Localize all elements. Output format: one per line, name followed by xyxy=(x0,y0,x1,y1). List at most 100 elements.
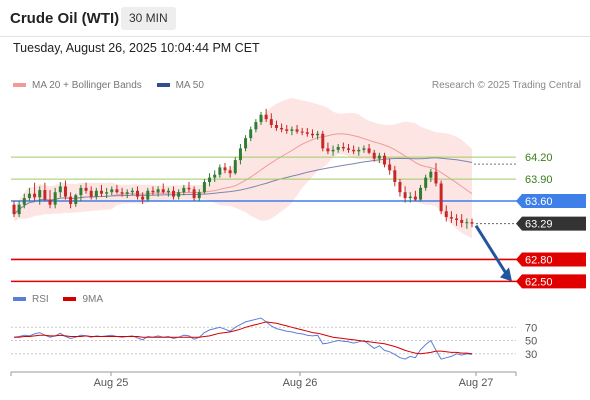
candle-body xyxy=(197,192,201,199)
candle-body xyxy=(388,164,392,171)
candle-body xyxy=(238,148,242,161)
level-label-resistance: 63.90 xyxy=(525,174,553,186)
candle-body xyxy=(465,222,469,224)
x-axis-label: Aug 27 xyxy=(459,377,494,389)
candle-body xyxy=(12,204,16,215)
candle-body xyxy=(17,204,21,215)
candle-body xyxy=(377,155,381,159)
candle-body xyxy=(326,148,330,152)
candle-body xyxy=(300,131,304,133)
candle-body xyxy=(295,129,299,132)
level-label-pivot: 63.60 xyxy=(525,196,553,208)
forecast-arrow-shaft xyxy=(474,224,508,275)
candle-body xyxy=(346,148,350,150)
rsi-legend: RSI 9MA xyxy=(13,294,115,305)
candle-body xyxy=(393,170,397,182)
candle-body xyxy=(439,183,443,212)
candle-body xyxy=(74,195,78,204)
candle-body xyxy=(372,152,376,159)
candle-body xyxy=(429,171,433,178)
copyright-label: Research © 2025 Trading Central xyxy=(431,80,581,91)
level-label-support: 62.50 xyxy=(525,276,553,288)
candle-body xyxy=(89,190,93,197)
candle-body xyxy=(120,192,124,194)
legend-item-rsi: RSI xyxy=(13,294,49,305)
ma50-line xyxy=(13,157,473,215)
candle-body xyxy=(264,114,268,120)
datetime-label: Tuesday, August 26, 2025 10:04:44 PM CET xyxy=(13,41,260,55)
candle-body xyxy=(269,119,273,125)
candle-body xyxy=(223,167,227,171)
candle-body xyxy=(105,192,109,194)
candle-body xyxy=(403,192,407,199)
candle-body xyxy=(84,187,88,191)
candle-body xyxy=(79,187,83,196)
level-tag-support xyxy=(516,252,586,267)
chart-legend: MA 20 + Bollinger Bands MA 50 xyxy=(13,80,216,91)
legend-item-9ma: 9MA xyxy=(63,294,103,305)
ma50-swatch xyxy=(156,83,170,88)
candle-body xyxy=(310,133,314,136)
candle-body xyxy=(161,189,165,193)
candle-body xyxy=(254,122,258,130)
legend-rsi-label: RSI xyxy=(32,294,49,305)
candle-body xyxy=(449,217,453,219)
candle-body xyxy=(156,189,160,193)
candle-body xyxy=(244,138,248,149)
rsi-swatch xyxy=(13,297,26,302)
candle-body xyxy=(22,198,26,205)
legend-item-ma20: MA 20 + Bollinger Bands xyxy=(13,80,142,91)
candle-body xyxy=(419,187,423,200)
candle-body xyxy=(208,177,212,182)
instrument-title: Crude Oil (WTI) xyxy=(10,10,120,27)
candle-body xyxy=(233,160,237,174)
candle-body xyxy=(58,186,62,193)
candle-body xyxy=(274,125,278,128)
candle-body xyxy=(341,146,345,149)
candle-body xyxy=(460,220,464,223)
candle-body xyxy=(218,167,222,175)
rsi-tick-label: 30 xyxy=(525,349,537,361)
level-label-resistance: 64.20 xyxy=(525,152,553,164)
candle-body xyxy=(249,129,253,139)
ma20-swatch xyxy=(13,83,26,88)
header-bar: Crude Oil (WTI) 30 MIN xyxy=(0,0,590,37)
candle-body xyxy=(136,190,140,197)
candle-body xyxy=(321,133,325,149)
level-label-current: 63.29 xyxy=(525,219,553,231)
candle-body xyxy=(166,190,170,193)
rsi-tick-label: 50 xyxy=(525,336,537,348)
candle-body xyxy=(27,193,31,199)
candle-body xyxy=(352,149,356,152)
candle-body xyxy=(187,187,191,190)
candle-body xyxy=(362,148,366,150)
candle-body xyxy=(177,192,181,197)
candle-body xyxy=(94,190,98,197)
candle-body xyxy=(331,149,335,152)
candle-body xyxy=(125,192,129,194)
candle-body xyxy=(130,190,134,193)
rsi-line xyxy=(13,317,473,360)
candle-body xyxy=(228,170,232,174)
candle-body xyxy=(285,129,289,131)
candle-body xyxy=(290,129,294,131)
timeframe-button[interactable]: 30 MIN xyxy=(121,7,176,30)
bollinger-band xyxy=(14,98,472,239)
candle-body xyxy=(398,182,402,193)
candle-body xyxy=(367,148,371,153)
candle-body xyxy=(305,132,309,134)
rsi-tick-label: 70 xyxy=(525,322,537,334)
rsi-ma-line xyxy=(14,321,473,355)
candle-body xyxy=(48,199,52,205)
candle-body xyxy=(192,189,196,199)
candle-body xyxy=(213,174,217,178)
candle-body xyxy=(151,190,155,193)
legend-ma50-label: MA 50 xyxy=(175,80,204,91)
candle-body xyxy=(408,196,412,199)
candle-body xyxy=(33,193,37,198)
candle-body xyxy=(455,218,459,220)
candle-body xyxy=(172,190,176,197)
candle-body xyxy=(259,114,263,123)
candle-body xyxy=(110,189,114,193)
